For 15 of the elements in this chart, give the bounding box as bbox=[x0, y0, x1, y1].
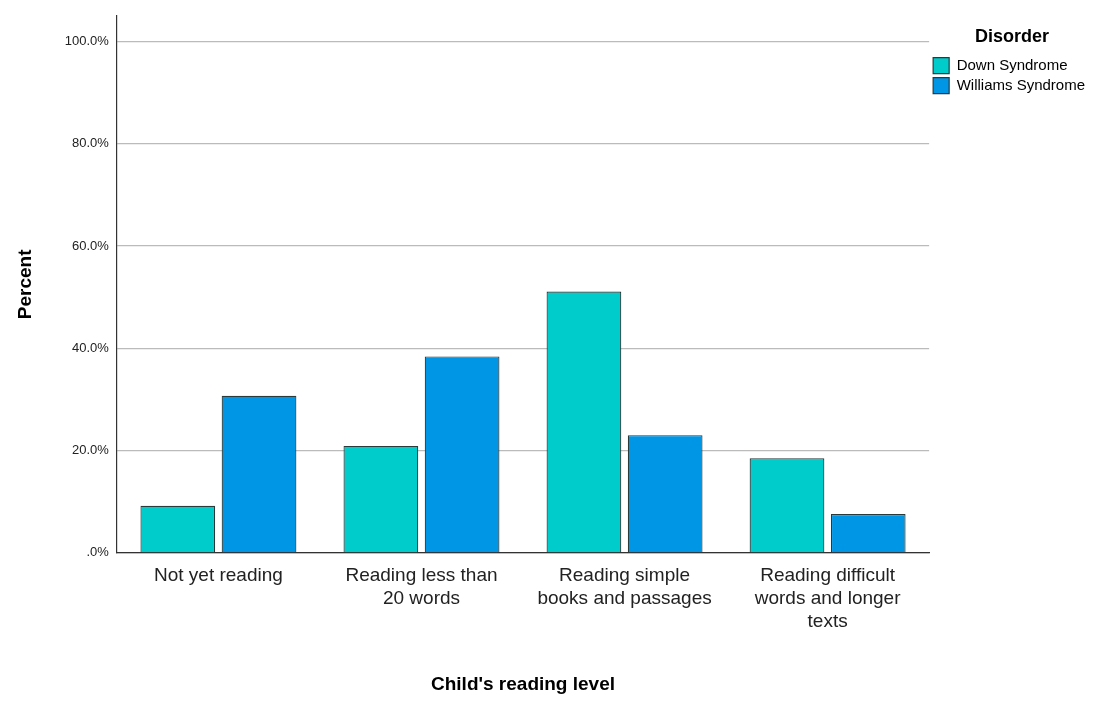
x-tick-label: Not yet reading bbox=[153, 564, 283, 586]
y-tick-label: 100.0% bbox=[64, 32, 110, 48]
y-tick-label: 80.0% bbox=[72, 135, 110, 151]
y-tick-label: 20.0% bbox=[72, 442, 110, 458]
legend-label: Down Syndrome bbox=[956, 55, 1068, 73]
y-tick-label: .0% bbox=[86, 544, 110, 560]
y-axis-title: Percent bbox=[13, 248, 35, 320]
x-tick-label: Reading less than 20 words bbox=[345, 564, 498, 609]
x-tick-label: Reading simple books and passages bbox=[537, 564, 712, 609]
x-axis-title: Child's reading level bbox=[431, 672, 616, 694]
legend-title: Disorder bbox=[975, 25, 1050, 46]
y-tick-label: 40.0% bbox=[72, 339, 110, 355]
x-tick-label: Reading difficult words and longer texts bbox=[753, 564, 902, 632]
y-tick-label: 60.0% bbox=[72, 237, 110, 253]
legend-label: Williams Syndrome bbox=[956, 75, 1085, 93]
